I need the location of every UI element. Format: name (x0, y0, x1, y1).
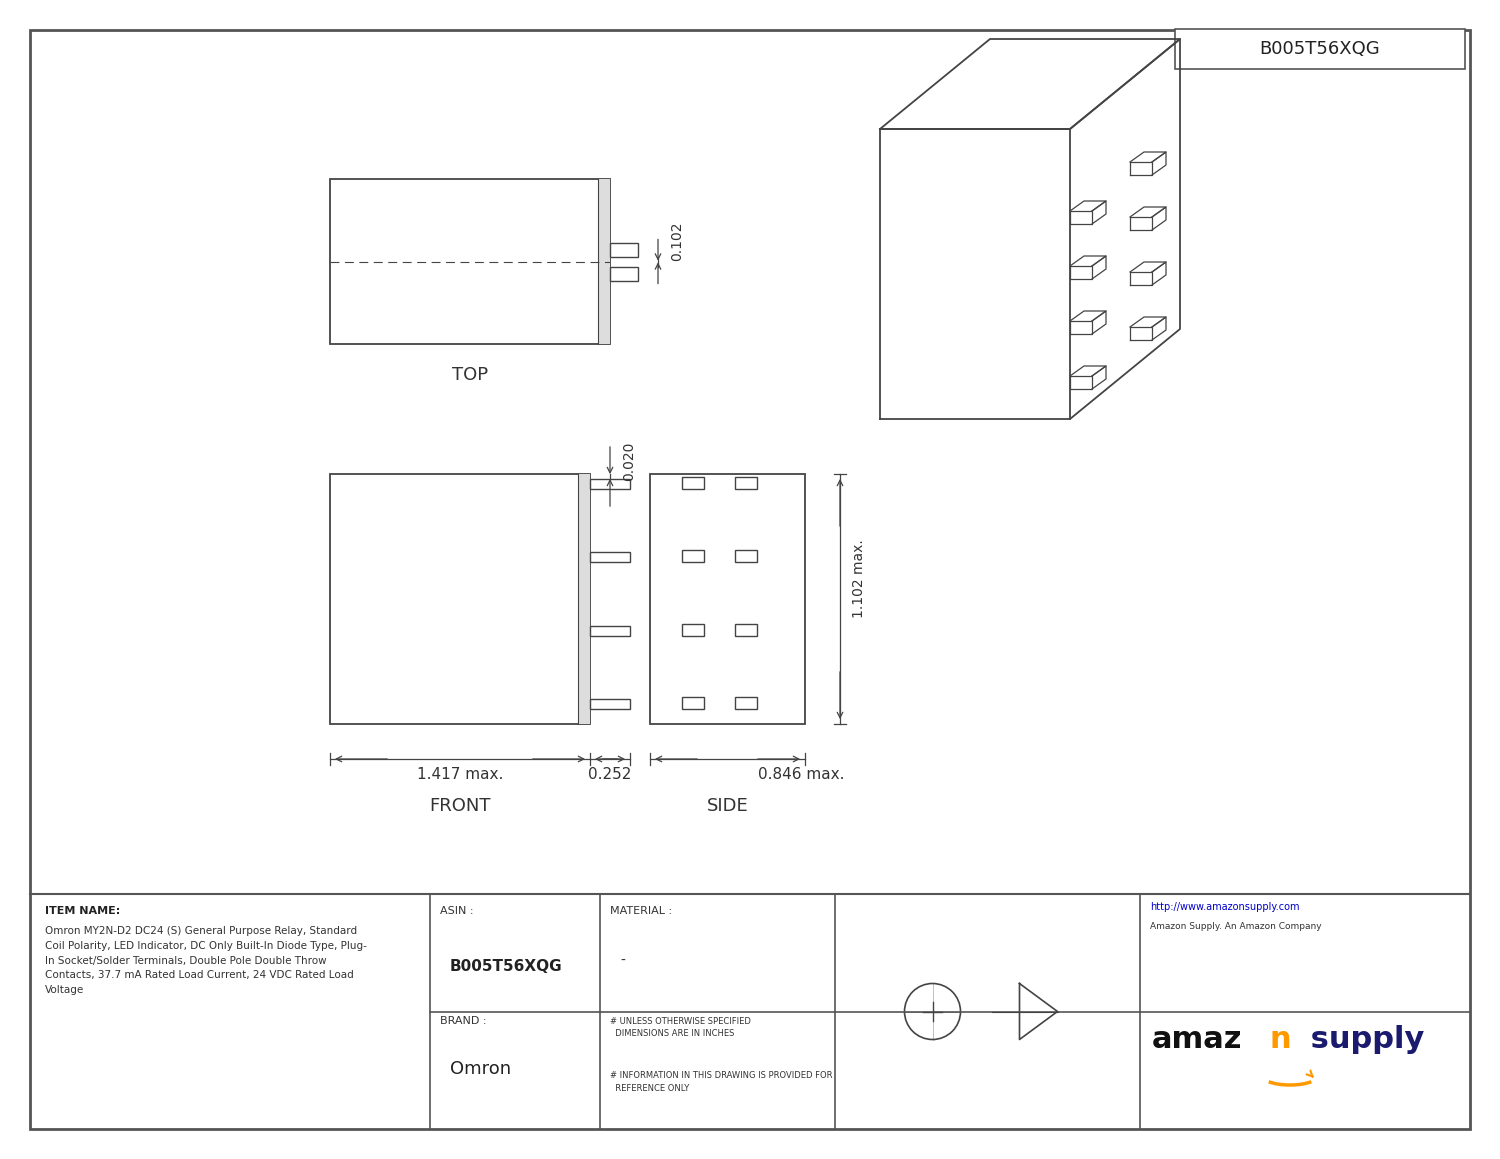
Bar (682, 624, 705, 635)
Bar (610, 267, 638, 280)
Bar (650, 474, 806, 724)
Text: Omron MY2N-D2 DC24 (S) General Purpose Relay, Standard
Coil Polarity, LED Indica: Omron MY2N-D2 DC24 (S) General Purpose R… (45, 926, 368, 996)
Text: -: - (620, 954, 626, 968)
Bar (682, 697, 705, 709)
Bar (330, 178, 610, 344)
Bar (590, 553, 630, 562)
Text: FRONT: FRONT (429, 797, 490, 815)
Bar (682, 551, 705, 562)
Text: 0.102: 0.102 (670, 221, 684, 261)
Text: TOP: TOP (452, 366, 488, 384)
Bar (682, 478, 705, 489)
Bar (735, 478, 758, 489)
Text: 0.020: 0.020 (622, 442, 636, 481)
Text: ASIN :: ASIN : (440, 906, 474, 916)
Text: 1.102 max.: 1.102 max. (852, 540, 865, 619)
Bar (735, 551, 758, 562)
Text: B005T56XQG: B005T56XQG (450, 958, 562, 974)
Text: 0.846 max.: 0.846 max. (758, 767, 844, 782)
Text: # UNLESS OTHERWISE SPECIFIED
  DIMENSIONS ARE IN INCHES: # UNLESS OTHERWISE SPECIFIED DIMENSIONS … (610, 1016, 752, 1038)
Bar (1174, 29, 1466, 70)
Text: # INFORMATION IN THIS DRAWING IS PROVIDED FOR
  REFERENCE ONLY: # INFORMATION IN THIS DRAWING IS PROVIDE… (610, 1072, 833, 1093)
Text: ITEM NAME:: ITEM NAME: (45, 906, 120, 916)
Text: B005T56XQG: B005T56XQG (1260, 41, 1380, 58)
Text: n: n (1270, 1025, 1292, 1054)
Text: amaz: amaz (1152, 1025, 1242, 1054)
Bar (578, 474, 590, 724)
Text: Omron: Omron (450, 1059, 512, 1078)
Text: supply: supply (1300, 1025, 1425, 1054)
Bar (735, 624, 758, 635)
Bar (735, 697, 758, 709)
Bar (330, 474, 590, 724)
Text: MATERIAL :: MATERIAL : (610, 906, 672, 916)
Text: BRAND :: BRAND : (440, 1016, 486, 1027)
Bar (610, 242, 638, 256)
Text: Amazon Supply. An Amazon Company: Amazon Supply. An Amazon Company (1150, 923, 1322, 931)
Bar (598, 178, 610, 344)
Text: 0.252: 0.252 (588, 767, 632, 782)
Text: 1.417 max.: 1.417 max. (417, 767, 503, 782)
Text: http://www.amazonsupply.com: http://www.amazonsupply.com (1150, 902, 1299, 912)
Bar (590, 479, 630, 489)
Bar (590, 699, 630, 709)
Bar (590, 626, 630, 635)
Text: SIDE: SIDE (706, 797, 748, 815)
